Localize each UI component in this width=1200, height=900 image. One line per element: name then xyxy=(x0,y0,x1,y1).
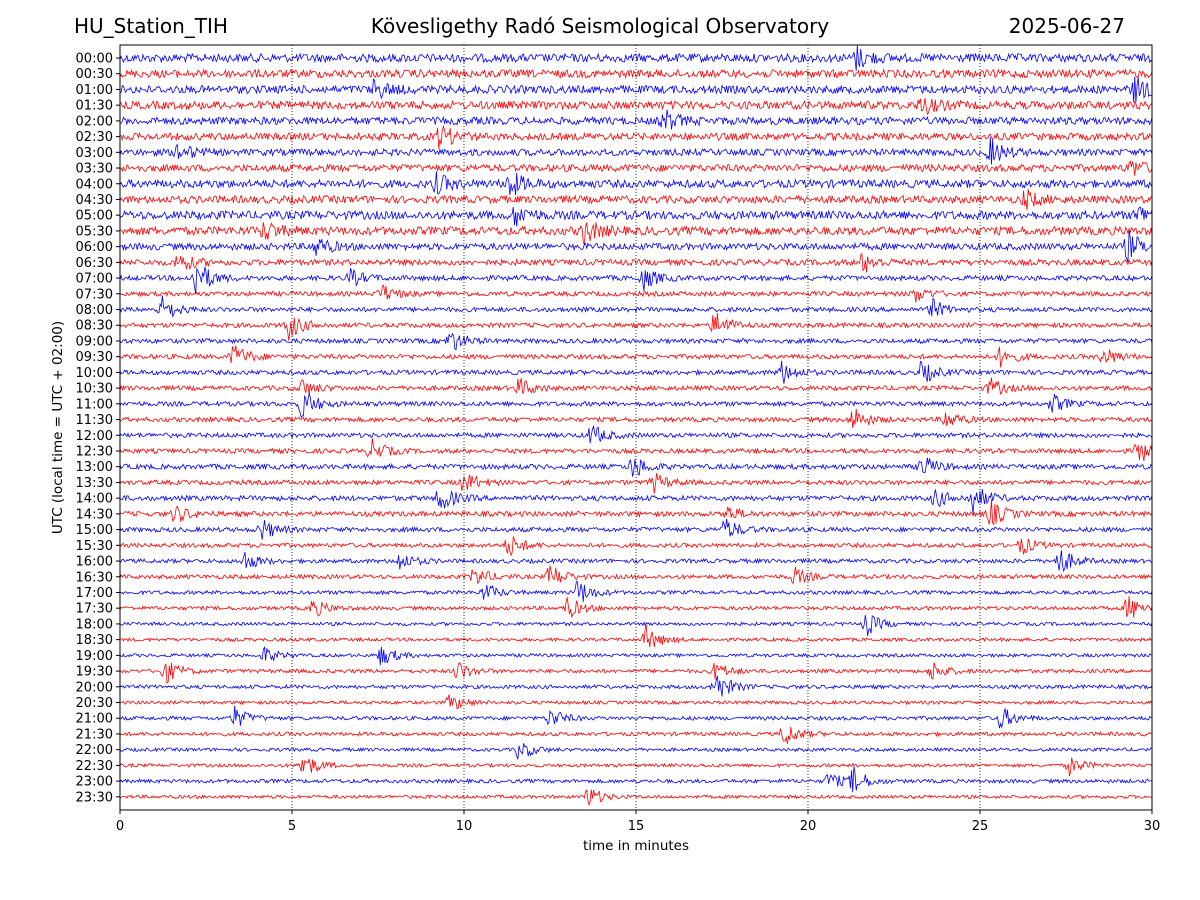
chart-date: 2025-06-27 xyxy=(1008,14,1125,38)
station-name: HU_Station_TIH xyxy=(74,14,228,38)
trace-0500 xyxy=(119,206,1153,227)
trace-1500 xyxy=(119,518,1153,540)
y-tick-label: 15:30 xyxy=(76,539,113,554)
observatory-title: Kövesligethy Radó Seismological Observat… xyxy=(370,14,830,38)
trace-0930 xyxy=(119,345,1153,368)
x-tick-label: 10 xyxy=(456,819,473,834)
y-tick-label: 18:30 xyxy=(76,633,113,648)
y-tick-label: 04:00 xyxy=(76,177,113,192)
x-tick-label: 25 xyxy=(972,819,989,834)
trace-2300 xyxy=(119,766,1153,793)
y-tick-label: 14:30 xyxy=(76,507,113,522)
trace-1230 xyxy=(119,438,1153,462)
trace-1200 xyxy=(119,425,1153,444)
y-tick-label: 17:30 xyxy=(76,602,113,617)
y-tick-label: 21:30 xyxy=(76,727,113,742)
y-tick-label: 13:00 xyxy=(76,460,113,475)
y-tick-label: 11:30 xyxy=(76,413,113,428)
trace-0900 xyxy=(119,332,1153,351)
trace-0030 xyxy=(119,68,1153,80)
y-tick-label: 12:30 xyxy=(76,445,113,460)
trace-2200 xyxy=(119,743,1153,760)
x-tick-label: 30 xyxy=(1144,819,1161,834)
y-tick-label: 06:30 xyxy=(76,256,113,271)
trace-0630 xyxy=(119,253,1153,273)
grid-lines xyxy=(291,45,981,810)
y-tick-label: 02:30 xyxy=(76,130,113,145)
trace-0400 xyxy=(119,171,1153,196)
y-tick-label: 22:30 xyxy=(76,759,113,774)
x-tick-label: 15 xyxy=(628,819,645,834)
y-axis-label: UTC (local time = UTC + 02:00) xyxy=(50,321,66,534)
trace-0100 xyxy=(119,76,1153,103)
y-tick-label: 01:00 xyxy=(76,83,113,98)
y-tick-label: 08:30 xyxy=(76,319,113,334)
y-tick-label: 19:30 xyxy=(76,665,113,680)
y-tick-label: 00:30 xyxy=(76,67,113,82)
y-tick-label: 05:00 xyxy=(76,209,113,224)
y-tick-label: 09:00 xyxy=(76,334,113,349)
trace-1300 xyxy=(119,457,1153,477)
trace-1030 xyxy=(119,377,1153,396)
y-tick-label: 01:30 xyxy=(76,99,113,114)
y-tick-label: 08:00 xyxy=(76,303,113,318)
y-tick-label: 23:00 xyxy=(76,775,113,790)
y-tick-label: 00:00 xyxy=(76,52,113,67)
trace-2030 xyxy=(119,694,1153,710)
y-tick-label: 16:30 xyxy=(76,570,113,585)
y-tick-label: 19:00 xyxy=(76,649,113,664)
x-tick-label: 0 xyxy=(116,819,124,834)
y-tick-label: 20:00 xyxy=(76,680,113,695)
trace-0700 xyxy=(119,266,1153,295)
y-tick-label: 09:30 xyxy=(76,350,113,365)
y-tick-label: 03:00 xyxy=(76,146,113,161)
y-tick-label: 12:00 xyxy=(76,429,113,444)
x-tick-label: 20 xyxy=(800,819,817,834)
y-tick-label: 17:00 xyxy=(76,586,113,601)
trace-1430 xyxy=(119,499,1153,526)
y-axis: 00:0000:3001:0001:3002:0002:3003:0003:30… xyxy=(76,52,120,805)
y-tick-label: 05:30 xyxy=(76,224,113,239)
trace-1900 xyxy=(119,645,1153,666)
x-axis-label: time in minutes xyxy=(583,838,689,854)
y-tick-label: 10:00 xyxy=(76,366,113,381)
y-tick-label: 16:00 xyxy=(76,555,113,570)
y-tick-label: 22:00 xyxy=(76,743,113,758)
trace-2100 xyxy=(119,705,1153,729)
y-tick-label: 06:00 xyxy=(76,240,113,255)
y-tick-label: 14:00 xyxy=(76,492,113,507)
y-tick-label: 03:30 xyxy=(76,162,113,177)
y-tick-label: 15:00 xyxy=(76,523,113,538)
trace-1630 xyxy=(119,565,1153,585)
y-tick-label: 02:00 xyxy=(76,114,113,129)
x-axis: 0 5 10 15 20 25 30 xyxy=(116,810,1160,834)
y-tick-label: 11:00 xyxy=(76,397,113,412)
y-tick-label: 07:00 xyxy=(76,272,113,287)
y-tick-label: 21:00 xyxy=(76,712,113,727)
y-tick-label: 20:30 xyxy=(76,696,113,711)
trace-1700 xyxy=(119,581,1153,602)
trace-1330 xyxy=(119,473,1153,494)
y-tick-label: 07:30 xyxy=(76,287,113,302)
trace-2230 xyxy=(119,757,1153,777)
y-tick-label: 18:00 xyxy=(76,617,113,632)
trace-2330 xyxy=(119,789,1153,807)
trace-1400 xyxy=(119,489,1153,515)
y-tick-label: 23:30 xyxy=(76,790,113,805)
x-tick-label: 5 xyxy=(288,819,296,834)
y-tick-label: 04:30 xyxy=(76,193,113,208)
y-tick-label: 10:30 xyxy=(76,382,113,397)
trace-0800 xyxy=(119,295,1153,318)
trace-1530 xyxy=(119,536,1153,557)
y-tick-label: 13:30 xyxy=(76,476,113,491)
